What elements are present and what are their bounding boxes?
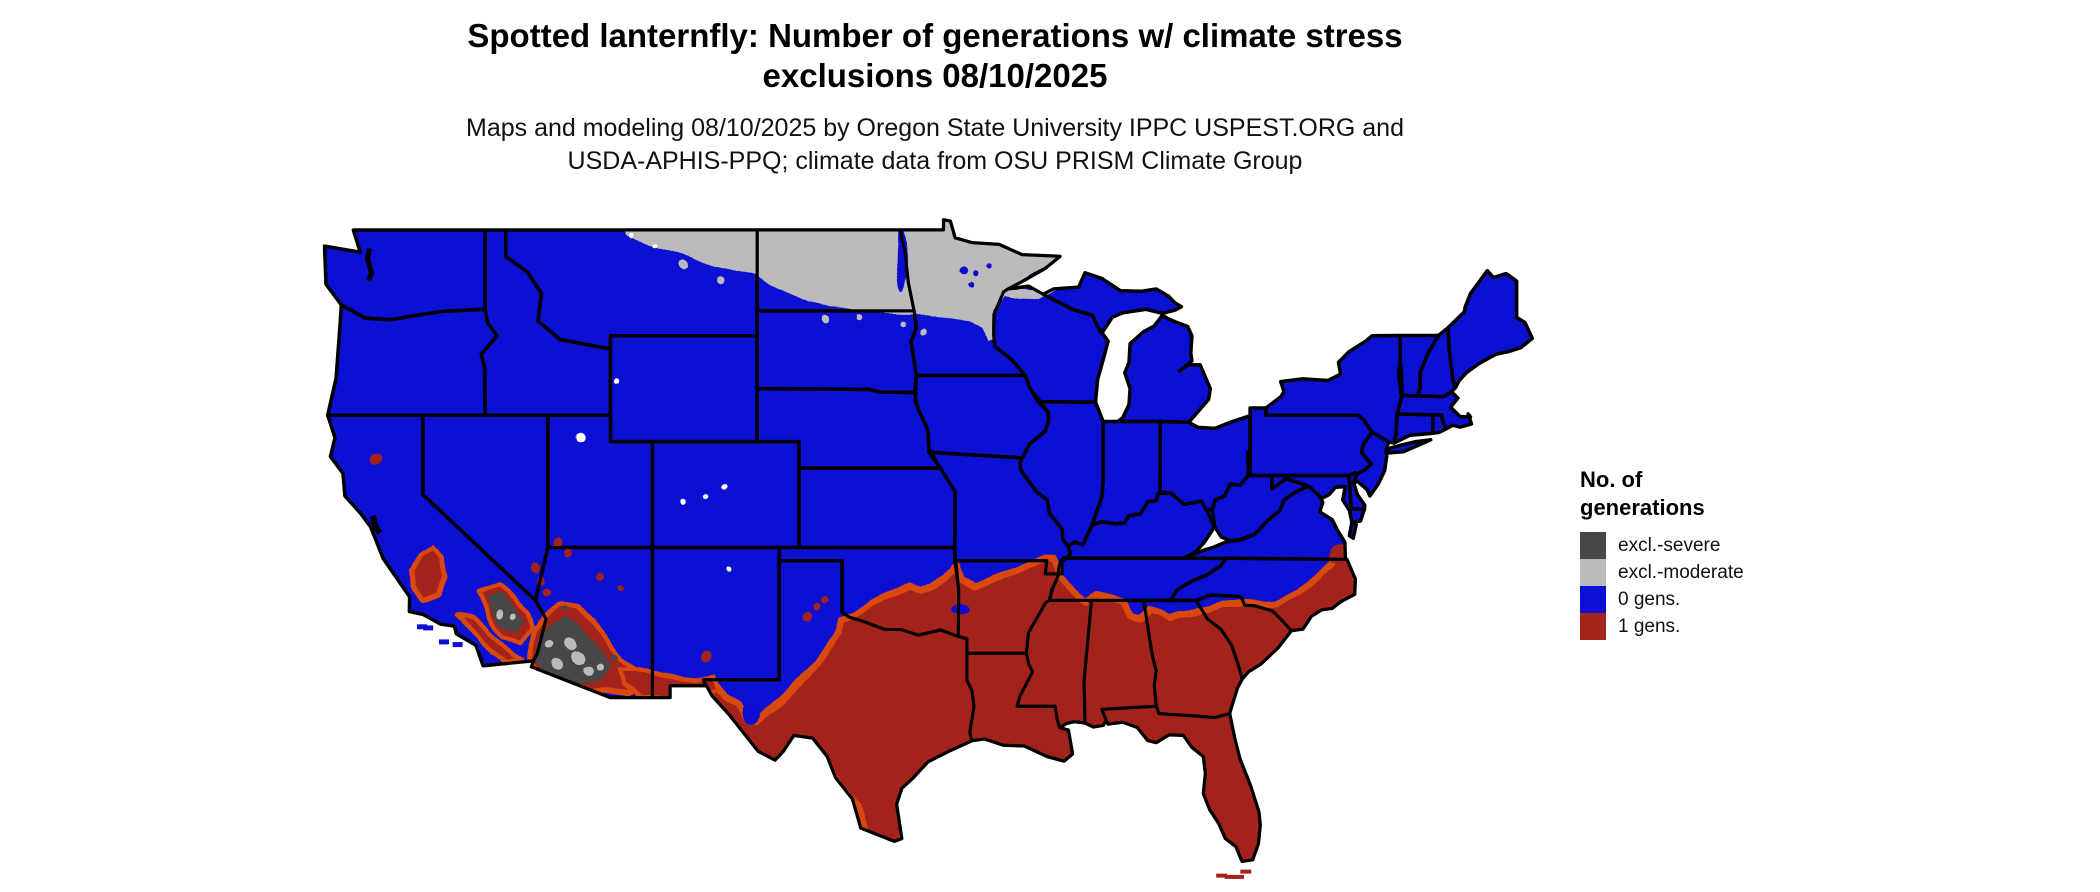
legend-item-excl-moderate: excl.-moderate (1580, 559, 1840, 586)
state-borders (323, 218, 1534, 863)
legend-item-label: 1 gens. (1618, 615, 1681, 637)
legend-item-label: 0 gens. (1618, 588, 1681, 610)
legend-item-1-gens: 1 gens. (1580, 613, 1840, 640)
legend-item-label: excl.-moderate (1618, 561, 1744, 583)
legend-title-line1: No. of (1580, 467, 1643, 492)
legend-item-label: excl.-severe (1618, 534, 1721, 556)
figure-subtitle-line2: USDA-APHIS-PPQ; climate data from OSU PR… (567, 147, 1303, 175)
legend-swatch-1-gens-icon (1580, 613, 1606, 640)
legend-items: excl.-severe excl.-moderate 0 gens. 1 ge… (1580, 532, 1840, 640)
legend-swatch-0-gens-icon (1580, 586, 1606, 613)
states-base (322, 218, 1535, 864)
san-francisco-bay-mark (369, 514, 383, 535)
figure-header: Spotted lanternfly: Number of generation… (0, 16, 1870, 178)
florida-keys (1216, 869, 1252, 879)
legend-swatch-excl-severe-icon (1580, 532, 1606, 559)
legend-item-excl-severe: excl.-severe (1580, 532, 1840, 559)
puget-sound-mark (365, 248, 375, 282)
figure-title-line1: Spotted lanternfly: Number of generation… (467, 17, 1403, 54)
legend-swatch-excl-moderate-icon (1580, 559, 1606, 586)
figure-subtitle-line1: Maps and modeling 08/10/2025 by Oregon S… (466, 114, 1404, 142)
legend-item-0-gens: 0 gens. (1580, 586, 1840, 613)
figure-title-line2: exclusions 08/10/2025 (762, 57, 1108, 94)
map-legend: No. of generations excl.-severe excl.-mo… (1580, 466, 1840, 640)
legend-title-line2: generations (1580, 495, 1705, 520)
channel-islands (417, 624, 463, 648)
figure-subtitle: Maps and modeling 08/10/2025 by Oregon S… (0, 112, 1870, 178)
